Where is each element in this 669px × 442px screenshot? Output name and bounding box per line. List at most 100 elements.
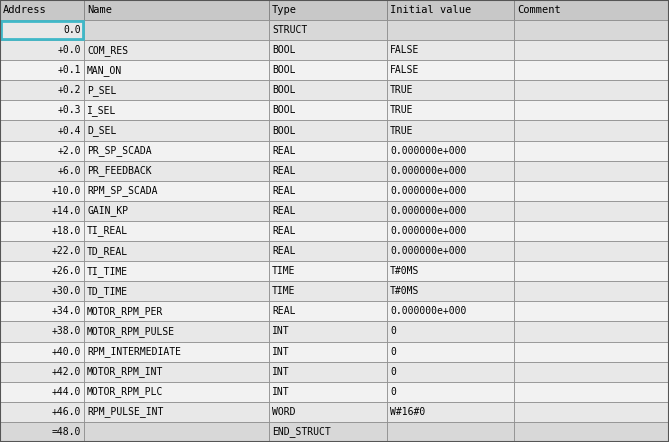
Bar (269, 402, 387, 422)
Text: +30.0: +30.0 (52, 286, 81, 296)
Bar (514, 342, 669, 362)
Bar (0, 20, 84, 40)
Bar (0, 241, 84, 261)
Bar (0, 321, 84, 342)
Text: +0.4: +0.4 (58, 126, 81, 136)
Bar (269, 241, 387, 261)
Text: MOTOR_RPM_PLC: MOTOR_RPM_PLC (87, 386, 163, 397)
Bar (269, 181, 387, 201)
Text: +14.0: +14.0 (52, 206, 81, 216)
Bar (84, 100, 269, 121)
Bar (514, 301, 669, 321)
Bar (269, 342, 387, 362)
Bar (387, 301, 514, 321)
Bar (514, 121, 669, 141)
Text: 0.000000e+000: 0.000000e+000 (390, 206, 466, 216)
Text: RPM_SP_SCADA: RPM_SP_SCADA (87, 185, 157, 196)
Bar (84, 382, 269, 402)
Text: TD_REAL: TD_REAL (87, 246, 128, 256)
Bar (269, 422, 387, 442)
Text: MOTOR_RPM_INT: MOTOR_RPM_INT (87, 366, 163, 377)
Bar (0, 342, 84, 362)
Text: Comment: Comment (517, 5, 561, 15)
Bar (387, 281, 514, 301)
Text: REAL: REAL (272, 186, 296, 196)
Text: +38.0: +38.0 (52, 327, 81, 336)
Bar (84, 80, 269, 100)
Bar (0, 40, 84, 60)
Bar (0, 382, 84, 402)
Text: FALSE: FALSE (390, 65, 419, 75)
Text: P_SEL: P_SEL (87, 85, 116, 96)
Text: REAL: REAL (272, 306, 296, 316)
Bar (269, 121, 387, 141)
Text: BOOL: BOOL (272, 45, 296, 55)
Bar (269, 362, 387, 382)
Text: REAL: REAL (272, 145, 296, 156)
Bar (0, 160, 84, 181)
Bar (269, 40, 387, 60)
Text: GAIN_KP: GAIN_KP (87, 206, 128, 216)
Bar (387, 382, 514, 402)
Text: PR_SP_SCADA: PR_SP_SCADA (87, 145, 152, 156)
Bar (0, 422, 84, 442)
Bar (387, 321, 514, 342)
Bar (387, 40, 514, 60)
Text: REAL: REAL (272, 246, 296, 256)
Bar (514, 281, 669, 301)
Bar (0, 301, 84, 321)
Text: 0.000000e+000: 0.000000e+000 (390, 306, 466, 316)
Bar (84, 0, 269, 20)
Bar (84, 261, 269, 281)
Bar (0, 201, 84, 221)
Text: REAL: REAL (272, 206, 296, 216)
Bar (514, 80, 669, 100)
Text: Initial value: Initial value (390, 5, 471, 15)
Bar (1, 21, 83, 39)
Bar (0, 362, 84, 382)
Text: +40.0: +40.0 (52, 347, 81, 357)
Bar (514, 321, 669, 342)
Bar (514, 100, 669, 121)
Bar (84, 321, 269, 342)
Text: REAL: REAL (272, 226, 296, 236)
Bar (84, 301, 269, 321)
Bar (514, 141, 669, 160)
Text: 0.000000e+000: 0.000000e+000 (390, 145, 466, 156)
Text: INT: INT (272, 367, 290, 377)
Text: TIME: TIME (272, 286, 296, 296)
Bar (387, 241, 514, 261)
Text: +34.0: +34.0 (52, 306, 81, 316)
Bar (84, 201, 269, 221)
Bar (84, 20, 269, 40)
Text: BOOL: BOOL (272, 65, 296, 75)
Text: 0.000000e+000: 0.000000e+000 (390, 186, 466, 196)
Text: TRUE: TRUE (390, 106, 413, 115)
Bar (84, 121, 269, 141)
Bar (514, 261, 669, 281)
Bar (514, 241, 669, 261)
Bar (387, 0, 514, 20)
Text: T#0MS: T#0MS (390, 286, 419, 296)
Bar (84, 342, 269, 362)
Bar (269, 80, 387, 100)
Text: D_SEL: D_SEL (87, 125, 116, 136)
Bar (514, 20, 669, 40)
Text: TRUE: TRUE (390, 85, 413, 95)
Text: COM_RES: COM_RES (87, 45, 128, 56)
Bar (269, 0, 387, 20)
Text: MAN_ON: MAN_ON (87, 65, 122, 76)
Bar (0, 261, 84, 281)
Bar (387, 100, 514, 121)
Text: +0.1: +0.1 (58, 65, 81, 75)
Bar (387, 80, 514, 100)
Bar (387, 141, 514, 160)
Text: +18.0: +18.0 (52, 226, 81, 236)
Bar (387, 342, 514, 362)
Bar (387, 20, 514, 40)
Bar (387, 121, 514, 141)
Bar (269, 141, 387, 160)
Bar (514, 221, 669, 241)
Text: TRUE: TRUE (390, 126, 413, 136)
Text: TD_TIME: TD_TIME (87, 286, 128, 297)
